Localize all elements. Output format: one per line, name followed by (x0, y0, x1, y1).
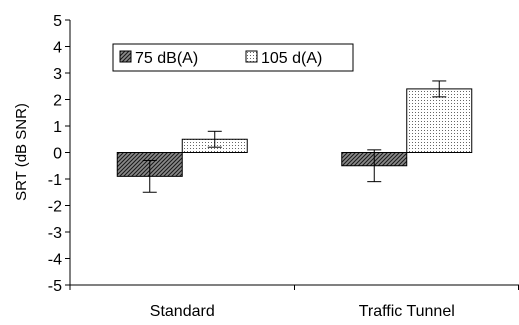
y-tick-label: 4 (53, 40, 62, 57)
legend-label-75: 75 dB(A) (135, 50, 198, 67)
y-tick-label: 2 (53, 93, 62, 110)
y-tick-label: -5 (48, 278, 62, 295)
y-tick-label: 5 (53, 13, 62, 30)
legend-label-105: 105 d(A) (261, 50, 322, 67)
y-tick-label: 3 (53, 66, 62, 83)
y-tick-label: -2 (48, 199, 62, 216)
y-tick-label: -1 (48, 172, 62, 189)
legend-frame (112, 43, 354, 72)
legend: 75 dB(A) 105 d(A) (112, 43, 354, 72)
y-axis-label: SRT (dB SNR) (13, 103, 30, 201)
legend-swatch-105 (245, 50, 258, 63)
y-tick-label: 1 (53, 119, 62, 136)
error-bar-105-traffic-tunnel (432, 80, 447, 98)
x-tick-label-standard: Standard (150, 303, 215, 320)
x-tick-label-traffic-tunnel: Traffic Tunnel (359, 303, 455, 320)
y-tick-label: 0 (53, 146, 62, 163)
error-bar-75-standard (142, 159, 157, 193)
bar-105-traffic-tunnel (406, 88, 473, 153)
error-bar-75-traffic-tunnel (367, 149, 382, 183)
legend-swatch-75 (119, 50, 132, 63)
error-bar-105-standard (207, 130, 222, 148)
y-tick-label: -4 (48, 252, 62, 269)
y-tick-label: -3 (48, 225, 62, 242)
